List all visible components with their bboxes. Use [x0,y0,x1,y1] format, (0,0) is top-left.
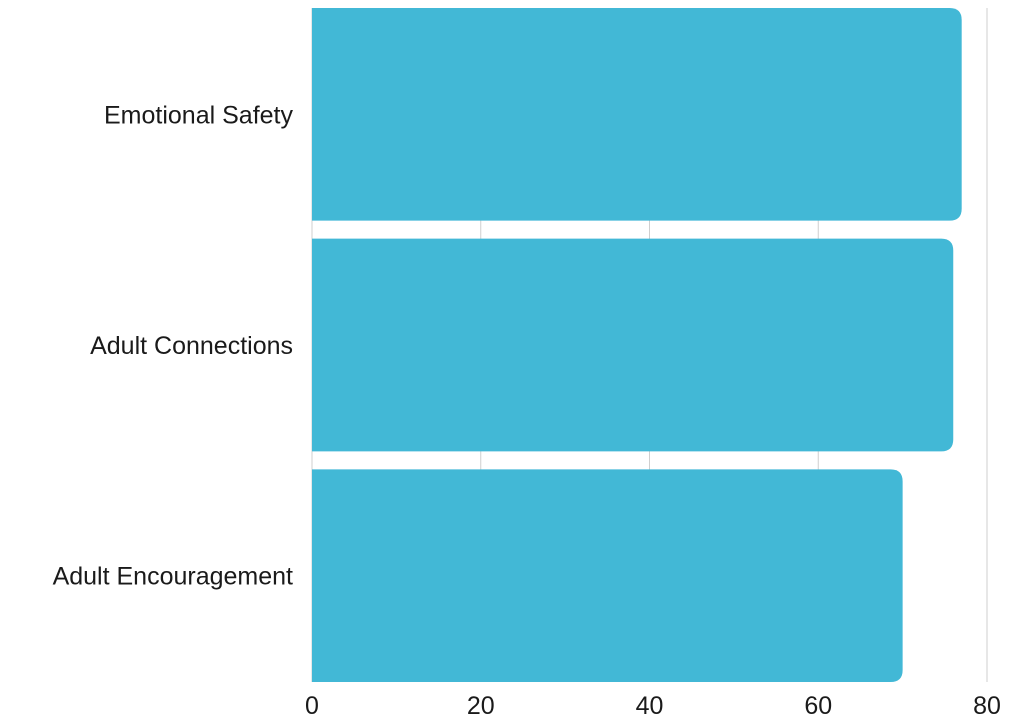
x-tick-label: 80 [973,692,1001,719]
x-tick-label: 20 [467,692,495,719]
bar-adult-connections [312,238,954,452]
x-tick-label: 60 [804,692,832,719]
x-tick-label: 0 [305,692,319,719]
category-label: Adult Connections [90,332,293,360]
category-label: Adult Encouragement [53,563,293,591]
bar-adult-encouragement [312,469,903,682]
bars [312,8,962,682]
x-tick-label: 40 [636,692,664,719]
bar-emotional-safety [312,8,962,221]
x-axis-tick-labels: 0 20 40 60 80 [305,692,1001,719]
category-label: Emotional Safety [104,101,293,129]
category-labels: Emotional Safety Adult Connections Adult E… [53,101,294,590]
